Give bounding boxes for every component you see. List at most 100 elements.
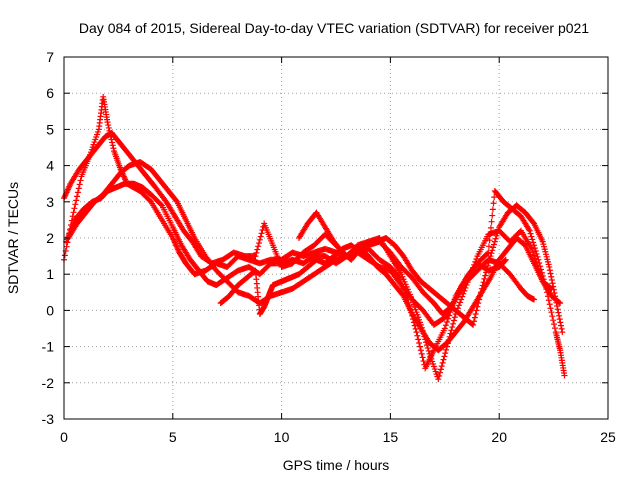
data-point <box>470 321 477 328</box>
data-point-fill <box>441 353 448 360</box>
y-tick-label: -2 <box>42 375 55 391</box>
data-point-fill <box>257 233 264 240</box>
data-point-fill <box>557 319 564 326</box>
data-point-fill <box>551 321 558 328</box>
data-point-fill <box>547 270 554 277</box>
data-point-fill <box>549 313 556 320</box>
data-point-fill <box>546 301 553 308</box>
data-point-fill <box>253 249 260 256</box>
data-point-fill <box>491 194 498 201</box>
data-point-fill <box>485 243 492 250</box>
data-point-fill <box>488 218 495 225</box>
data-point-fill <box>417 347 424 354</box>
series-track-6 <box>296 209 564 354</box>
data-point-fill <box>551 325 558 332</box>
data-point-fill <box>70 209 77 216</box>
x-tick-label: 5 <box>169 429 177 445</box>
data-point <box>535 256 542 263</box>
data-point-fill <box>443 318 450 325</box>
data-point-fill <box>547 305 554 312</box>
data-point-fill <box>437 369 444 376</box>
data-point-fill <box>77 177 84 184</box>
data-point-fill <box>548 276 555 283</box>
data-point-fill <box>537 263 544 270</box>
data-point-fill <box>481 275 488 282</box>
data-point-fill <box>442 350 449 357</box>
data-point-fill <box>483 269 490 276</box>
data-point-fill <box>455 302 462 309</box>
y-tick-label: 0 <box>46 302 54 318</box>
data-point-fill <box>485 259 492 266</box>
data-point <box>413 329 420 336</box>
data-point <box>463 282 470 289</box>
data-point-fill <box>491 238 498 245</box>
data-point <box>557 300 564 307</box>
data-point-fill <box>554 303 561 310</box>
data-point-fill <box>531 245 538 252</box>
data-point-fill <box>74 189 81 196</box>
data-point-fill <box>457 299 464 306</box>
data-point-fill <box>556 312 563 319</box>
series-track-1 <box>61 93 509 372</box>
y-tick-label: 2 <box>46 230 54 246</box>
data-point-fill <box>256 236 263 243</box>
data-point-fill <box>76 181 83 188</box>
data-point-fill <box>489 247 496 254</box>
data-point-fill <box>251 268 258 275</box>
data-point-fill <box>63 243 70 250</box>
data-point-fill <box>484 266 491 273</box>
data-point-fill <box>536 259 543 266</box>
data-point-fill <box>490 241 497 248</box>
data-point-fill <box>533 250 540 257</box>
data-point-fill <box>493 232 500 239</box>
data-point-fill <box>550 283 557 290</box>
data-point-fill <box>490 200 497 207</box>
data-point-fill <box>105 122 112 129</box>
data-point-fill <box>556 299 563 306</box>
data-point-fill <box>73 197 80 204</box>
data-point <box>252 253 259 260</box>
data-point-fill <box>254 246 261 253</box>
data-point-fill <box>489 212 496 219</box>
data-point <box>526 227 533 234</box>
x-axis-title: GPS time / hours <box>283 457 390 473</box>
data-point-fill <box>108 136 115 143</box>
data-point-fill <box>255 243 262 250</box>
data-point-fill <box>487 224 494 231</box>
data-point-fill <box>439 359 446 366</box>
data-point-fill <box>450 317 457 324</box>
data-point-fill <box>473 307 480 314</box>
data-point-fill <box>425 347 432 354</box>
x-tick-label: 15 <box>383 429 399 445</box>
data-point <box>531 296 538 303</box>
data-point-fill <box>548 273 555 280</box>
data-point-fill <box>488 250 495 257</box>
data-point-fill <box>419 354 426 361</box>
data-point-fill <box>527 230 534 237</box>
data-point-fill <box>495 227 502 234</box>
data-point-fill <box>414 332 421 339</box>
data-point-fill <box>546 267 553 274</box>
y-tick-label: 1 <box>46 266 54 282</box>
data-point-fill <box>448 327 455 334</box>
data-point-fill <box>459 293 466 300</box>
data-point-fill <box>451 314 458 321</box>
data-point-fill <box>442 322 449 329</box>
data-point-fill <box>556 316 563 323</box>
data-point-fill <box>110 145 117 152</box>
data-point-fill <box>462 284 469 291</box>
data-point-fill <box>105 124 112 131</box>
series-track-2 <box>63 180 538 328</box>
data-point-fill <box>450 320 457 327</box>
data-point-fill <box>550 286 557 293</box>
data-point-fill <box>471 314 478 321</box>
data-point-fill <box>437 366 444 373</box>
data-point-fill <box>486 237 493 244</box>
grid-lines <box>64 57 608 419</box>
data-point <box>546 263 553 270</box>
y-tick-label: 5 <box>46 121 54 137</box>
data-point-fill <box>75 185 82 192</box>
data-point-fill <box>440 356 447 363</box>
data-point-fill <box>534 253 541 260</box>
